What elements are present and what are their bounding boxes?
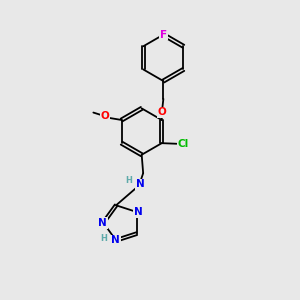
Text: N: N xyxy=(136,179,145,190)
Text: H: H xyxy=(125,176,132,185)
Text: N: N xyxy=(134,207,142,217)
Text: H: H xyxy=(100,234,107,243)
Text: N: N xyxy=(111,235,120,245)
Text: Cl: Cl xyxy=(178,139,189,149)
Text: F: F xyxy=(160,30,167,40)
Text: O: O xyxy=(100,111,109,121)
Text: O: O xyxy=(158,107,166,117)
Text: N: N xyxy=(98,218,107,228)
